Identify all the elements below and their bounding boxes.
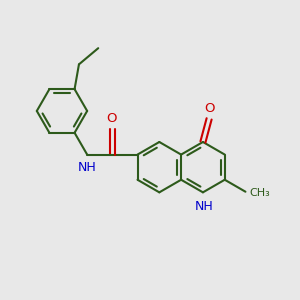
Text: O: O	[106, 112, 117, 125]
Text: CH₃: CH₃	[249, 188, 270, 198]
Text: O: O	[204, 102, 215, 115]
Text: NH: NH	[194, 200, 213, 213]
Text: NH: NH	[77, 161, 96, 174]
